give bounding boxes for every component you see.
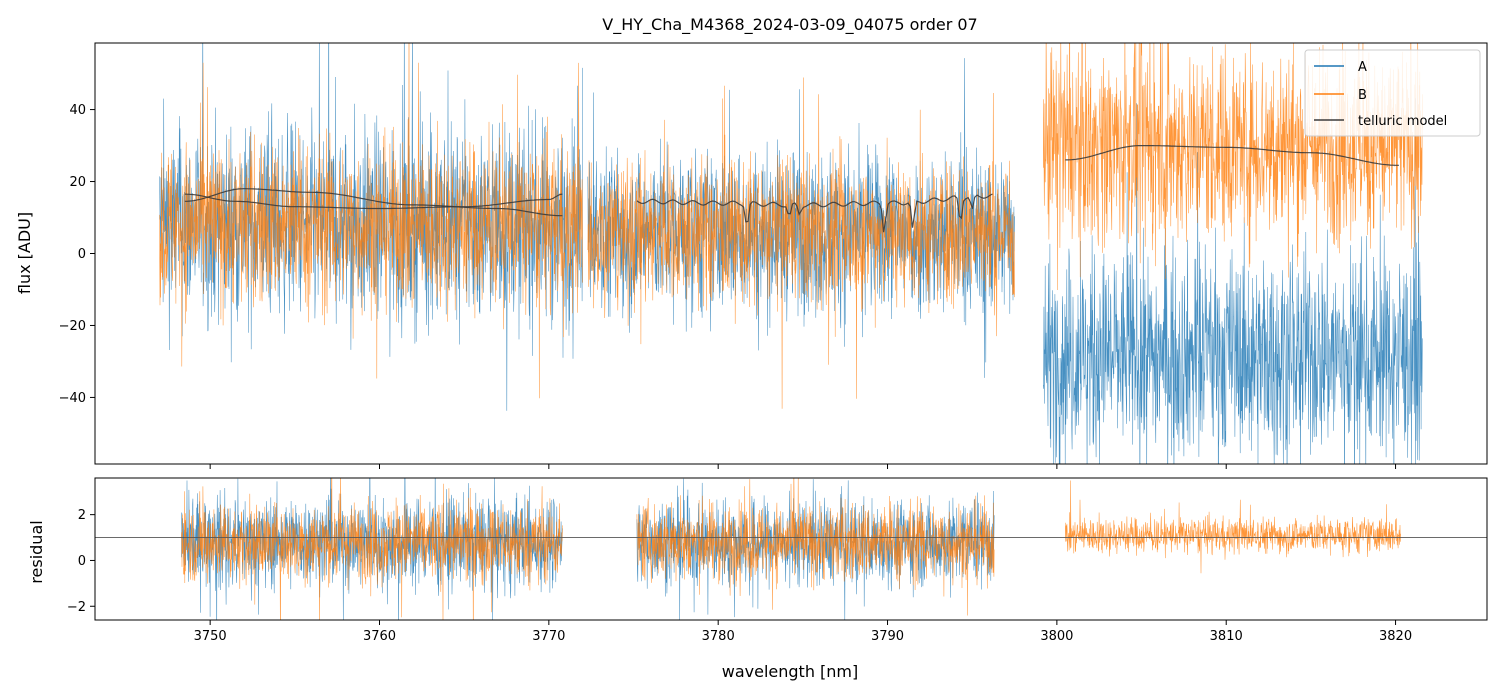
legend-label-telluric: telluric model (1358, 114, 1447, 129)
telluric-model-segment-1b (184, 188, 563, 217)
flux-series-b-segment-3 (1043, 43, 1423, 291)
bottom-x-tick-label: 3820 (1379, 629, 1412, 644)
bottom-y-axis-label: residual (27, 520, 46, 583)
telluric-model-segment-2 (636, 193, 993, 233)
residual-series-b-segment-1 (181, 478, 563, 620)
bottom-y-tick-label: 2 (78, 508, 86, 523)
flux-series-a-segment-3 (1043, 98, 1423, 464)
residual-series-b-segment-3 (1065, 480, 1401, 574)
bottom-x-tick-label: 3760 (363, 629, 396, 644)
legend-box (1304, 49, 1481, 137)
residual-series-b-segment-2 (636, 478, 995, 616)
top-y-tick-label: −40 (59, 391, 86, 406)
chart-title: V_HY_Cha_M4368_2024-03-09_04075 order 07 (602, 15, 977, 35)
bottom-x-tick-label: 3780 (702, 629, 735, 644)
bottom-axes-frame (94, 477, 1488, 621)
top-plot-area (159, 43, 1423, 464)
bottom-y-tick-label: −2 (67, 600, 86, 615)
bottom-y-tick-label: 0 (78, 554, 86, 569)
top-y-tick-label: 0 (78, 247, 86, 262)
bottom-axes: 3750 3760 3770 3780 3790 3800 3810 3820 2 0 −2 (67, 508, 1412, 644)
legend-label-b: B (1358, 88, 1367, 103)
legend: A B telluric model (1304, 49, 1481, 137)
legend-label-a: A (1358, 60, 1367, 75)
top-y-tick-label: −20 (59, 319, 86, 334)
flux-series-b-segment-1 (159, 43, 583, 399)
x-axis-label: wavelength [nm] (722, 662, 859, 681)
top-y-axis-label: flux [ADU] (15, 212, 34, 294)
flux-series-a-segment-2 (587, 58, 1015, 378)
bottom-x-tick-label: 3770 (532, 629, 565, 644)
bottom-plot-area (95, 478, 1487, 620)
bottom-x-tick-label: 3790 (871, 629, 904, 644)
bottom-x-tick-label: 3750 (194, 629, 227, 644)
top-y-tick-label: 40 (69, 103, 86, 118)
bottom-x-tick-label: 3800 (1040, 629, 1073, 644)
top-axes: 40 20 0 −20 −40 (59, 103, 1397, 469)
telluric-model-segment-3 (1065, 145, 1399, 166)
telluric-model-segment-1a (184, 193, 563, 210)
bottom-x-tick-label: 3810 (1210, 629, 1243, 644)
flux-series-b-segment-2 (587, 77, 1015, 409)
top-y-tick-label: 20 (69, 175, 86, 190)
